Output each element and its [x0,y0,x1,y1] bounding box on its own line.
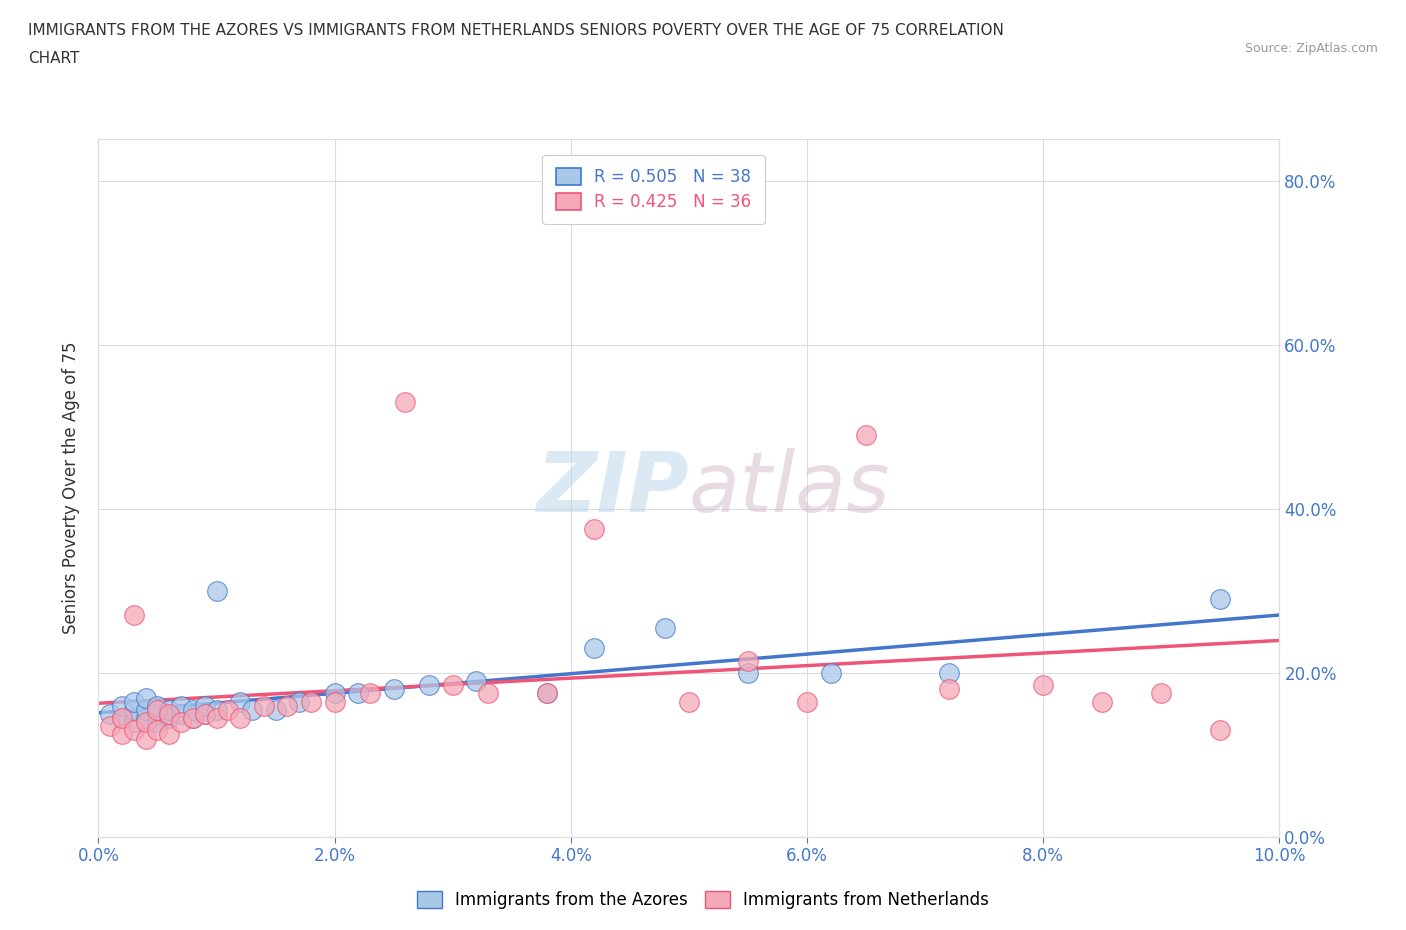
Point [1091,694,1114,709]
Point [382,682,405,697]
Y-axis label: Seniors Poverty Over the Age of 75: Seniors Poverty Over the Age of 75 [62,342,80,634]
Point [938,666,960,681]
Point [170,698,193,713]
Point [111,711,134,725]
Point [122,608,145,623]
Text: atlas: atlas [689,447,890,529]
Point [583,522,606,537]
Point [146,698,169,713]
Point [135,702,157,717]
Point [536,686,558,701]
Legend: Immigrants from the Azores, Immigrants from Netherlands: Immigrants from the Azores, Immigrants f… [409,883,997,917]
Point [122,714,145,729]
Legend: R = 0.505   N = 38, R = 0.425   N = 36: R = 0.505 N = 38, R = 0.425 N = 36 [543,154,765,224]
Point [240,702,263,717]
Point [359,686,381,701]
Point [135,714,157,729]
Point [98,719,121,734]
Point [477,686,499,701]
Text: IMMIGRANTS FROM THE AZORES VS IMMIGRANTS FROM NETHERLANDS SENIORS POVERTY OVER T: IMMIGRANTS FROM THE AZORES VS IMMIGRANTS… [28,23,1004,38]
Point [418,678,440,693]
Point [135,690,157,705]
Point [855,428,877,443]
Point [98,707,121,722]
Point [229,711,252,725]
Text: CHART: CHART [28,51,80,66]
Text: Source: ZipAtlas.com: Source: ZipAtlas.com [1244,42,1378,55]
Point [323,686,346,701]
Point [229,694,252,709]
Point [465,673,488,688]
Point [181,702,204,717]
Point [253,698,276,713]
Point [157,702,180,717]
Point [288,694,311,709]
Point [347,686,370,701]
Point [737,666,759,681]
Point [194,707,217,722]
Point [1150,686,1173,701]
Text: ZIP: ZIP [536,447,689,529]
Point [181,711,204,725]
Point [111,711,134,725]
Point [264,702,287,717]
Point [157,727,180,742]
Point [194,707,217,722]
Point [1032,678,1054,693]
Point [441,678,464,693]
Point [111,698,134,713]
Point [205,711,228,725]
Point [583,641,606,656]
Point [796,694,818,709]
Point [737,653,759,668]
Point [299,694,322,709]
Point [654,620,676,635]
Point [170,707,193,722]
Point [135,711,157,725]
Point [820,666,842,681]
Point [938,682,960,697]
Point [157,711,180,725]
Point [1209,591,1232,606]
Point [276,698,298,713]
Point [170,714,193,729]
Point [181,711,204,725]
Point [122,723,145,737]
Point [146,702,169,717]
Point [194,698,217,713]
Point [122,694,145,709]
Point [217,702,239,717]
Point [146,723,169,737]
Point [205,702,228,717]
Point [394,394,416,409]
Point [135,731,157,746]
Point [536,686,558,701]
Point [323,694,346,709]
Point [146,707,169,722]
Point [146,714,169,729]
Point [122,702,145,717]
Point [111,727,134,742]
Point [205,583,228,598]
Point [678,694,700,709]
Point [157,707,180,722]
Point [1209,723,1232,737]
